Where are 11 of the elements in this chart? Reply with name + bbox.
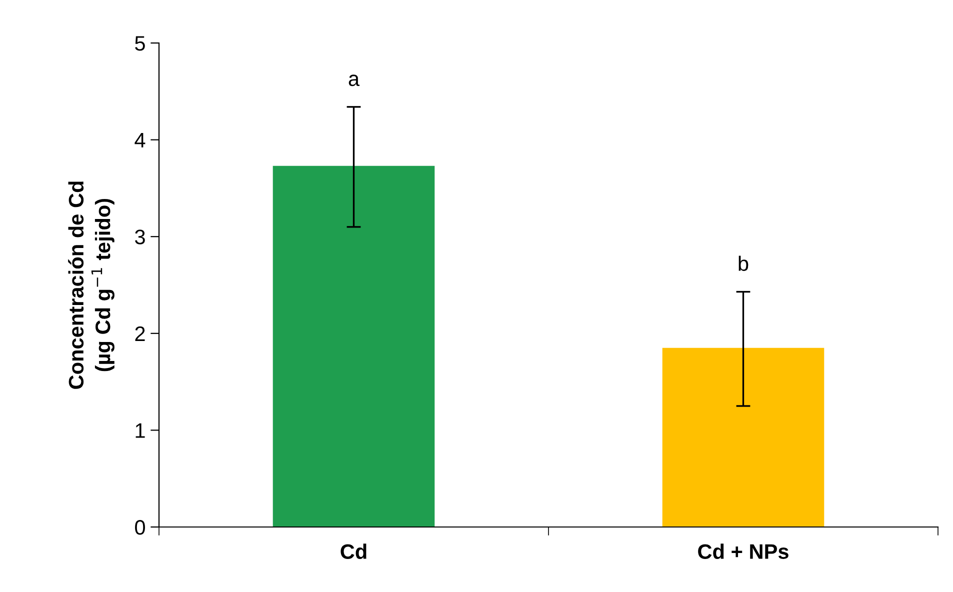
x-tick-label: Cd xyxy=(340,544,366,559)
y-tick-label: 5 xyxy=(135,36,145,51)
annotation: b xyxy=(738,256,748,271)
y-tick-label: 3 xyxy=(135,230,145,244)
y-tick-label: 2 xyxy=(135,326,145,341)
y-tick-label: 0 xyxy=(135,520,145,535)
y-tick-label: 1 xyxy=(136,423,145,438)
y-tick-label: 4 xyxy=(134,133,146,148)
y-axis-title: Concentración de Cd (µg Cd g$^{−1}$ tejido) xyxy=(68,182,114,389)
x-tick-label: Cd + NPs xyxy=(698,544,788,559)
annotation: a xyxy=(348,74,360,86)
